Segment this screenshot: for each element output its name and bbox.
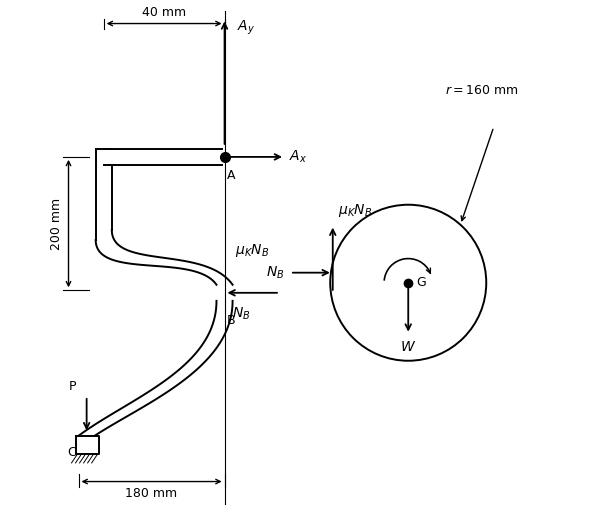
Text: P: P: [68, 380, 76, 393]
Text: $r = 160$ mm: $r = 160$ mm: [445, 83, 519, 97]
Text: 40 mm: 40 mm: [142, 6, 186, 18]
Text: B: B: [227, 314, 235, 327]
Text: $A_x$: $A_x$: [289, 148, 307, 165]
Text: $\mu_K N_B$: $\mu_K N_B$: [235, 242, 269, 259]
Text: G: G: [416, 276, 425, 289]
Text: 180 mm: 180 mm: [126, 486, 178, 500]
Text: $W$: $W$: [400, 339, 417, 354]
Text: $A_y$: $A_y$: [237, 18, 255, 37]
Text: C: C: [67, 446, 76, 459]
Text: $\mu_K N_B$: $\mu_K N_B$: [338, 202, 372, 219]
Text: A: A: [227, 169, 235, 182]
Text: $N_B$: $N_B$: [267, 265, 285, 281]
Text: $N_B$: $N_B$: [232, 305, 251, 322]
Text: 200 mm: 200 mm: [51, 198, 64, 250]
